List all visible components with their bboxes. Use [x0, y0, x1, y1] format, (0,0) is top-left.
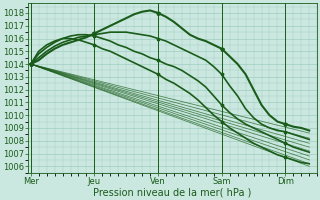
- X-axis label: Pression niveau de la mer( hPa ): Pression niveau de la mer( hPa ): [93, 187, 252, 197]
